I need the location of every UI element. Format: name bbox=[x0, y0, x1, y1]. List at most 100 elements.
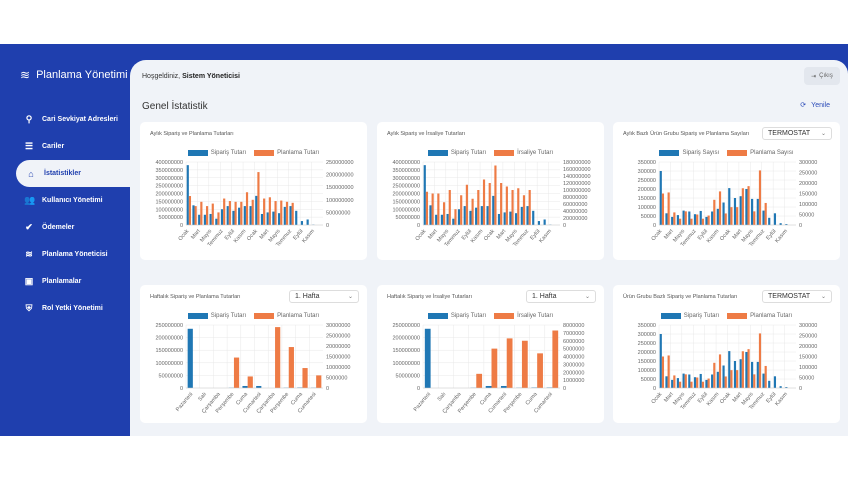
y-tick-right: 140000000 bbox=[563, 174, 591, 180]
legend-item[interactable]: Sipariş Tutarı bbox=[187, 150, 246, 156]
bar-blue bbox=[457, 209, 461, 225]
legend-item[interactable]: İrsaliye Tutarı bbox=[494, 150, 553, 156]
y-tick-left: 100000000 bbox=[392, 207, 420, 213]
y-tick-left: 0 bbox=[180, 223, 183, 229]
bar-orange bbox=[521, 340, 528, 388]
bar-orange bbox=[257, 172, 260, 225]
chart-filter-select[interactable]: 1. Hafta ⌄ bbox=[289, 290, 359, 303]
y-tick-left: 100000000 bbox=[155, 361, 183, 367]
legend-item[interactable]: Sipariş Sayısı bbox=[659, 150, 719, 156]
sidebar-item-cari-sevkiyat-adresleri[interactable]: ⚲ Cari Sevkiyat Adresleri bbox=[0, 106, 130, 133]
bar-orange bbox=[460, 195, 463, 225]
sidebar-nav: ⚲ Cari Sevkiyat Adresleri ☰ Cariler ⌂ İstatis… bbox=[0, 106, 130, 322]
y-tick-left: 50000000 bbox=[396, 215, 420, 221]
y-tick-right: 100000000 bbox=[326, 198, 354, 204]
x-tick-label: Ocak bbox=[651, 391, 664, 405]
bar-blue bbox=[266, 212, 269, 225]
chart-card: Aylık Bazlı Ürün Grubu Sipariş ve Planla… bbox=[613, 122, 840, 260]
y-tick-right: 150000 bbox=[799, 192, 817, 198]
legend-swatch bbox=[427, 313, 448, 319]
bar-blue bbox=[469, 210, 472, 225]
chart-filter-select[interactable]: TERMOSTAT ⌄ bbox=[762, 290, 832, 303]
chart-title: Haftalık Sipariş ve İrsaliye Tutarları bbox=[387, 294, 472, 300]
y-tick-left: 300000 bbox=[638, 169, 656, 175]
chart-title: Aylık Sipariş ve İrsaliye Tutarları bbox=[387, 131, 466, 137]
legend-label: Sipariş Tutarı bbox=[450, 150, 487, 156]
sidebar-item-kullanıcı-yönetimi[interactable]: 👥 Kullanıcı Yönetimi bbox=[0, 187, 130, 214]
bar-blue bbox=[739, 196, 742, 225]
sidebar-item-i-statistikler[interactable]: ⌂ İstatistikler bbox=[16, 160, 130, 187]
bar-blue bbox=[716, 371, 719, 388]
bar-blue bbox=[659, 334, 662, 388]
legend-item[interactable]: Sipariş Tutarı bbox=[660, 313, 719, 319]
bar-blue bbox=[232, 210, 235, 225]
y-tick-left: 50000000 bbox=[159, 215, 183, 221]
y-tick-right: 20000000 bbox=[563, 216, 587, 222]
legend-item[interactable]: Planlama Sayısı bbox=[727, 150, 794, 156]
bar-blue bbox=[295, 210, 298, 225]
sidebar-item-planlamalar[interactable]: ▣ Planlamalar bbox=[0, 268, 130, 295]
chart-filter-select[interactable]: TERMOSTAT ⌄ bbox=[762, 127, 832, 140]
legend-label: Planlama Tutarı bbox=[750, 313, 793, 319]
y-tick-right: 0 bbox=[326, 386, 329, 392]
bar-blue bbox=[440, 214, 443, 225]
bar-blue bbox=[733, 361, 737, 388]
chart-filter-select[interactable]: 1. Hafta ⌄ bbox=[526, 290, 596, 303]
bar-orange bbox=[724, 213, 727, 225]
welcome-label: Hoşgeldiniz, bbox=[142, 73, 181, 80]
bar-orange bbox=[431, 193, 434, 225]
chart-svg: 0 50000 100000 150000 200000 250000 300000 3500… bbox=[638, 160, 818, 248]
bar-orange bbox=[764, 202, 767, 225]
bar-blue bbox=[532, 210, 535, 225]
sidebar-item-cariler[interactable]: ☰ Cariler bbox=[0, 133, 130, 160]
x-tick-label: Ocak bbox=[651, 228, 664, 242]
x-tick-label: Ocak bbox=[719, 228, 732, 242]
chart-title: Aylık Bazlı Ürün Grubu Sipariş ve Planla… bbox=[623, 131, 750, 137]
legend-item[interactable]: Sipariş Tutarı bbox=[427, 313, 486, 319]
bar-blue bbox=[278, 213, 281, 225]
legend-item[interactable]: İrsaliye Tutarı bbox=[494, 313, 553, 319]
legend-item[interactable]: Sipariş Tutarı bbox=[427, 150, 487, 156]
sidebar-item-rol-yetki-yönetimi[interactable]: ⛨ Rol Yetki Yönetimi bbox=[0, 295, 130, 322]
users-icon: 👥 bbox=[24, 195, 36, 205]
bar-blue bbox=[705, 216, 708, 225]
bar-orange bbox=[528, 190, 531, 225]
logout-button[interactable]: ⇥ Çıkış bbox=[804, 67, 840, 85]
bar-blue bbox=[711, 211, 714, 225]
y-tick-right: 180000000 bbox=[563, 160, 591, 166]
y-tick-right: 250000 bbox=[799, 171, 817, 177]
y-tick-right: 6000000 bbox=[563, 339, 584, 345]
y-tick-left: 200000000 bbox=[155, 336, 183, 342]
bar-orange bbox=[522, 195, 526, 225]
legend-swatch bbox=[659, 150, 680, 156]
legend-label: Planlama Tutarı bbox=[277, 313, 320, 319]
sidebar-item-planlama-yöneticisi[interactable]: ≋ Planlama Yöneticisi bbox=[0, 241, 130, 268]
bar-orange bbox=[302, 368, 308, 388]
bar-orange bbox=[747, 349, 750, 388]
x-tick-label: Kasım bbox=[774, 391, 789, 407]
x-tick-label: Kasım bbox=[470, 228, 485, 244]
y-tick-right: 60000000 bbox=[563, 202, 587, 208]
x-tick-label: Ocak bbox=[178, 228, 191, 242]
bar-blue bbox=[699, 210, 702, 225]
bar-blue bbox=[497, 213, 501, 225]
legend-item[interactable]: Planlama Tutarı bbox=[727, 313, 792, 319]
sidebar-item-ödemeler[interactable]: ✔ Ödemeler bbox=[0, 214, 130, 241]
y-tick-left: 300000000 bbox=[155, 176, 183, 182]
bar-blue bbox=[526, 206, 529, 225]
refresh-button[interactable]: ⟳ Yenile bbox=[800, 101, 830, 110]
legend-item[interactable]: Planlama Tutarı bbox=[254, 150, 319, 156]
bar-orange bbox=[442, 202, 446, 225]
y-tick-right: 7000000 bbox=[563, 331, 584, 337]
legend-item[interactable]: Planlama Tutarı bbox=[254, 313, 319, 319]
bar-orange bbox=[673, 375, 676, 388]
y-tick-right: 100000000 bbox=[563, 188, 591, 194]
sidebar-item-label: Planlamalar bbox=[42, 278, 82, 285]
y-tick-left: 150000000 bbox=[155, 348, 183, 354]
bar-orange bbox=[288, 347, 294, 388]
bar-blue bbox=[728, 188, 731, 225]
legend-item[interactable]: Sipariş Tutarı bbox=[187, 313, 246, 319]
bar-blue bbox=[192, 205, 195, 225]
brand[interactable]: ≋ Planlama Yönetimi bbox=[20, 68, 128, 82]
bar-orange bbox=[701, 381, 704, 388]
